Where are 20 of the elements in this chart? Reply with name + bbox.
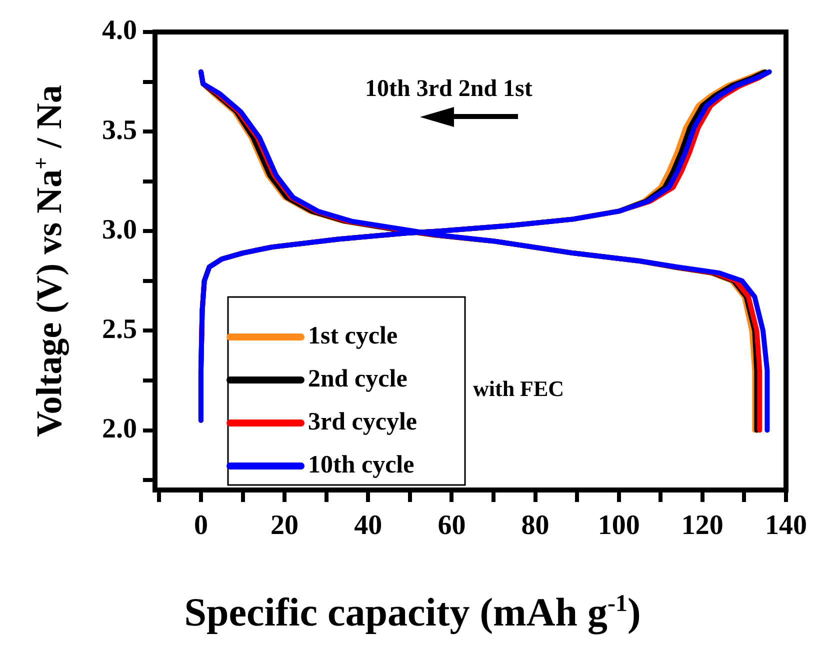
legend-label: 1st cycle <box>308 322 398 350</box>
legend-label: 2nd cycle <box>308 365 408 392</box>
y-tick-label: 4.0 <box>102 15 137 46</box>
x-tick-label: 80 <box>521 510 550 542</box>
x-axis-title: Specific capacity (mAh g$^{-1}$) <box>183 588 642 634</box>
y-tick-label: 2.0 <box>102 413 137 444</box>
x-tick-label: 60 <box>438 510 466 542</box>
y-tick-label: 3.0 <box>102 214 137 246</box>
x-tick-label: 20 <box>270 510 299 542</box>
x-tick-label: 140 <box>765 510 807 542</box>
x-tick-label: 0 <box>194 510 208 542</box>
annotation: with FEC <box>473 376 564 402</box>
legend-label: 10th cycle <box>308 451 414 478</box>
y-tick-label: 2.5 <box>102 314 137 345</box>
series-label: 3rd cycyle <box>308 408 417 436</box>
x-tick-label: 40 <box>354 510 382 542</box>
annotation: 10th 3rd 2nd 1st <box>365 76 532 103</box>
y-tick-label: 3.5 <box>102 114 137 146</box>
x-tick-label: 120 <box>681 510 724 542</box>
x-tick-label: 100 <box>598 510 640 542</box>
